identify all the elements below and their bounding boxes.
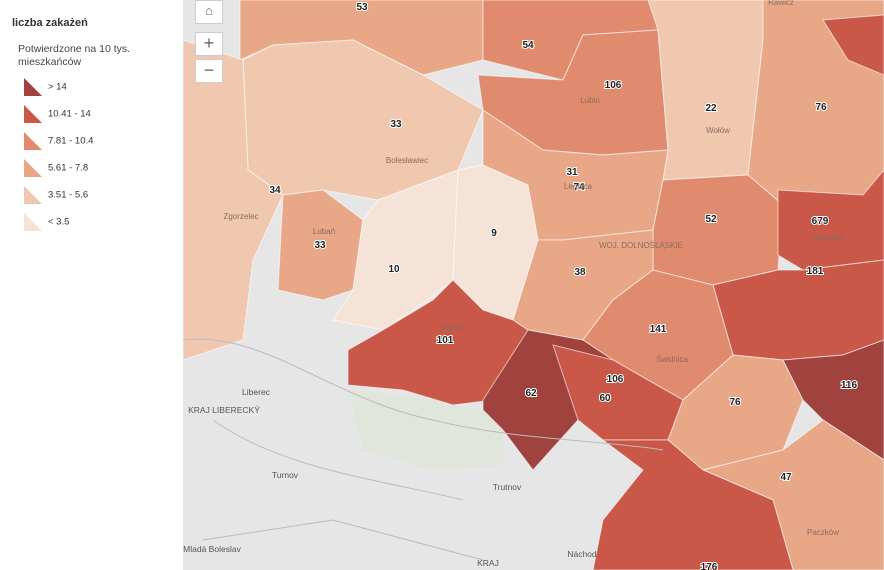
region-count: 54 — [522, 40, 534, 51]
legend-item: > 14 — [24, 78, 67, 96]
region-count: 76 — [729, 397, 741, 408]
place-label: Lubin — [580, 96, 600, 105]
region-count: 176 — [701, 562, 718, 570]
place-label: Náchod — [567, 549, 597, 559]
place-label: Legnica — [564, 182, 593, 191]
legend-swatch — [24, 159, 42, 177]
region-count: 181 — [807, 266, 824, 277]
legend-label: 10.41 - 14 — [48, 108, 91, 120]
region-count: 141 — [650, 324, 667, 335]
place-label: Świdnica — [656, 355, 689, 364]
legend-item: 7.81 - 10.4 — [24, 132, 93, 150]
region-count: 62 — [525, 388, 537, 399]
place-label: Liberec — [242, 387, 271, 397]
place-label: Paczków — [807, 528, 839, 537]
legend-item: 3.51 - 5.6 — [24, 186, 88, 204]
place-label: Zgorzelec — [223, 212, 258, 221]
home-button[interactable]: ⌂ — [195, 0, 223, 24]
legend-panel: liczba zakażeń Potwierdzone na 10 tys. m… — [0, 0, 183, 570]
region-count: 679 — [812, 216, 829, 227]
region-count: 106 — [607, 374, 624, 385]
place-label: Wołów — [706, 126, 730, 135]
place-label: Trutnov — [493, 482, 522, 492]
region-count: 76 — [815, 102, 827, 113]
place-label: WOJ. DOLNOŚLĄSKIE — [599, 241, 683, 250]
legend-title: liczba zakażeń — [12, 17, 88, 29]
legend-item: 10.41 - 14 — [24, 105, 91, 123]
place-label: Jelenia — [440, 323, 466, 332]
region-count: 34 — [269, 185, 281, 196]
legend-label: 5.61 - 7.8 — [48, 162, 89, 174]
legend-subtitle: Potwierdzone na 10 tys. mieszkańców — [18, 43, 131, 68]
region-count: 47 — [780, 472, 792, 483]
map: 53 54 106 22 76 33 31 74 34 33 10 9 52 679 181 38 141 101… — [183, 0, 884, 570]
legend-label: < 3.5 — [48, 216, 70, 228]
region-count: 60 — [599, 393, 611, 404]
place-label: Turnov — [272, 470, 299, 480]
region-count: 38 — [574, 267, 586, 278]
region-count: 74 — [573, 182, 585, 193]
region-count: 9 — [491, 228, 497, 239]
legend-swatch — [24, 213, 42, 231]
place-label: Lubań — [313, 227, 335, 236]
region-count: 33 — [390, 119, 402, 130]
legend-swatch — [24, 105, 42, 123]
place-label: Mladá Boleslav — [183, 544, 241, 554]
region-count: 116 — [841, 380, 858, 391]
legend-label: > 14 — [48, 81, 67, 93]
place-label: Wrocław — [814, 233, 845, 242]
legend-swatch — [24, 186, 42, 204]
legend-item: < 3.5 — [24, 213, 69, 231]
region-count: 101 — [437, 335, 454, 346]
region-count: 52 — [705, 214, 717, 225]
region-count: 31 — [566, 167, 578, 178]
region-count: 10 — [388, 264, 400, 275]
region-count: 33 — [314, 240, 326, 251]
region-count: 22 — [705, 103, 717, 114]
legend-label: 7.81 - 10.4 — [48, 135, 94, 147]
place-label: Rawicz — [768, 0, 794, 7]
place-label: KRAJ LIBERECKÝ — [188, 405, 260, 415]
zoom-out-button[interactable]: − — [195, 59, 223, 83]
region-count: 106 — [605, 80, 622, 91]
place-label: KRAJ — [477, 558, 499, 568]
legend-swatch — [24, 132, 42, 150]
place-label: Bolesławiec — [386, 156, 428, 165]
legend-swatch — [24, 78, 42, 96]
zoom-in-button[interactable]: + — [195, 32, 223, 56]
legend-label: 3.51 - 5.6 — [48, 189, 89, 201]
region-count: 53 — [356, 2, 368, 13]
legend-item: 5.61 - 7.8 — [24, 159, 88, 177]
